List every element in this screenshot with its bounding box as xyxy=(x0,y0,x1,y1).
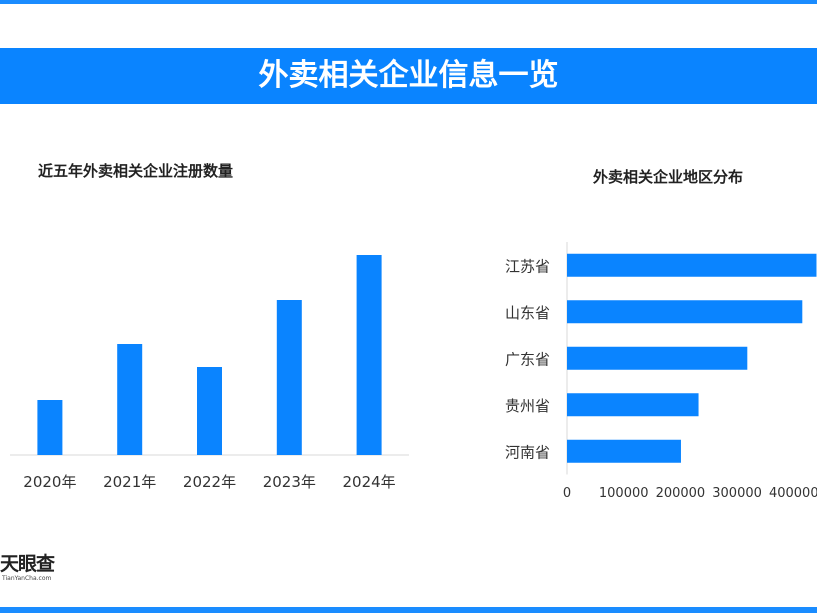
x-tick-label: 200000 xyxy=(656,486,706,501)
bar-0 xyxy=(567,253,817,277)
bar-2 xyxy=(197,367,222,455)
x-tick-label: 2022年 xyxy=(183,473,236,491)
bar-3 xyxy=(567,393,699,417)
x-tick-label: 2024年 xyxy=(343,473,396,491)
chart-title-registrations: 近五年外卖相关企业注册数量 xyxy=(38,162,234,180)
page-title: 外卖相关企业信息一览 xyxy=(0,48,817,104)
x-tick-label: 0 xyxy=(563,486,571,501)
y-tick-label: 广东省 xyxy=(505,350,550,368)
chart-title-regions: 外卖相关企业地区分布 xyxy=(593,168,744,186)
x-tick-label: 2023年 xyxy=(263,473,316,491)
y-tick-label: 贵州省 xyxy=(505,397,550,415)
y-tick-label: 山东省 xyxy=(505,304,550,322)
x-tick-label: 2021年 xyxy=(103,473,156,491)
bar-4 xyxy=(567,439,681,463)
x-tick-label: 100000 xyxy=(599,486,649,501)
x-tick-label: 400000 xyxy=(769,486,817,501)
bar-0 xyxy=(37,400,63,455)
bar-4 xyxy=(356,255,382,455)
logo-text: 天眼查 xyxy=(0,553,55,575)
bottom-accent-bar xyxy=(0,607,817,613)
bar-1 xyxy=(117,344,143,455)
bar-2 xyxy=(567,346,748,370)
x-tick-label: 2020年 xyxy=(23,473,76,491)
y-tick-label: 河南省 xyxy=(505,443,550,461)
bar-1 xyxy=(567,300,803,324)
top-accent-bar xyxy=(0,0,817,4)
x-tick-label: 300000 xyxy=(712,486,762,501)
y-tick-label: 江苏省 xyxy=(505,257,550,275)
logo-subtext: TianYanCha.com xyxy=(2,575,52,582)
tianyancha-logo: 天眼查 TianYanCha.com xyxy=(0,553,90,587)
bar-3 xyxy=(276,300,302,455)
